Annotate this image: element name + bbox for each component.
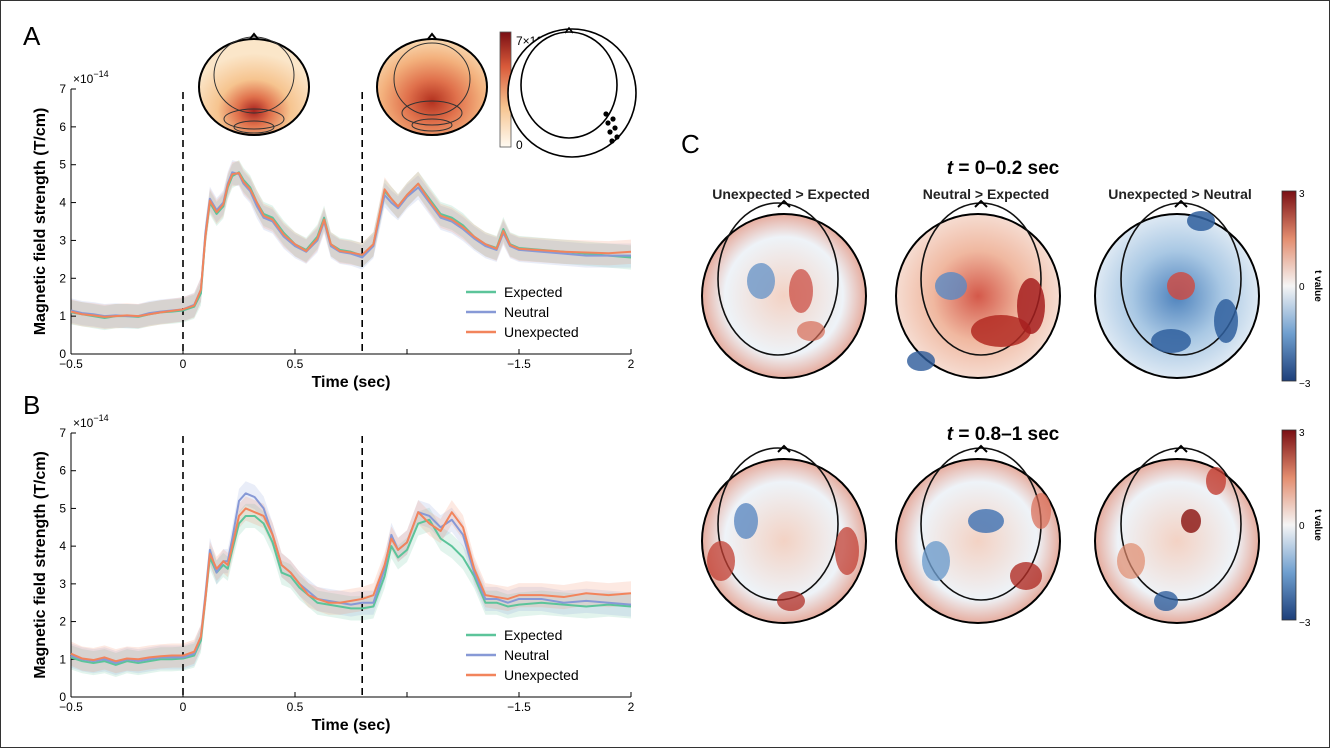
chart-b-xtick-label: 0 xyxy=(180,700,187,714)
sensor-dot xyxy=(612,125,618,131)
chart-b-legend-label-neutral: Neutral xyxy=(504,647,549,663)
chart-b-legend-label-expected: Expected xyxy=(504,627,562,643)
chart-a-ytick-label: 1 xyxy=(59,309,66,323)
topomap-c-row2-col2 xyxy=(895,444,1061,624)
column-header-unexpected-neutral: Unexpected > Neutral xyxy=(1108,186,1252,202)
sensor-layout-head xyxy=(507,26,637,158)
sensor-dot xyxy=(603,111,609,117)
chart-a-x-axis-label: Time (sec) xyxy=(312,374,391,391)
colorbar-c-bottom-mid: 0 xyxy=(1299,521,1305,532)
chart-b-ytick-label: 2 xyxy=(59,615,66,629)
topomap-c-row2-col3 xyxy=(1094,444,1260,624)
chart-b-band-unexpected xyxy=(71,496,631,674)
colorbar-c-top-label: t value xyxy=(1312,270,1323,302)
panel-label-b: B xyxy=(23,390,40,420)
chart-a-legend-label-neutral: Neutral xyxy=(504,304,549,320)
chart-a-legend-label-expected: Expected xyxy=(504,284,562,300)
column-header-neutral-expected: Neutral > Expected xyxy=(923,186,1049,202)
chart-b-y-axis-label: Magnetic field strength (T/cm) xyxy=(32,451,49,679)
chart-b-ytick-label: 3 xyxy=(59,577,66,591)
chart-a-ytick-label: 0 xyxy=(59,347,66,361)
sensor-dot xyxy=(605,120,611,126)
chart-b-legend-label-unexpected: Unexpected xyxy=(504,667,579,683)
chart-a-ytick-label: 7 xyxy=(59,82,66,96)
chart-a-xtick-label: 0.5 xyxy=(287,357,304,371)
sensor-dot xyxy=(614,134,620,140)
chart-a-xtick-label: −1.5 xyxy=(507,357,531,371)
chart-a-ytick-label: 5 xyxy=(59,158,66,172)
chart-b-xtick-label: −0.5 xyxy=(59,700,83,714)
sensor-dot xyxy=(607,129,613,135)
chart-a-y-multiplier: ×10−14 xyxy=(73,69,109,86)
topomap-c-row1-col2 xyxy=(895,199,1061,379)
colorbar-c-top-max: 3 xyxy=(1299,189,1305,200)
chart-a-xtick-label: 2 xyxy=(628,357,635,371)
chart-a-ytick-label: 4 xyxy=(59,196,66,210)
colorbar-c-bottom-label: t value xyxy=(1312,509,1323,541)
chart-a-ytick-label: 3 xyxy=(59,233,66,247)
sensor-dot xyxy=(610,116,616,122)
chart-b-series-unexpected xyxy=(70,507,632,663)
topomap-a-right xyxy=(376,32,488,136)
topomap-c-row1-col1 xyxy=(701,199,867,379)
chart-b-ytick-label: 6 xyxy=(59,464,66,478)
panel-label-c: C xyxy=(681,129,700,159)
chart-b-ytick-label: 0 xyxy=(59,690,66,704)
chart-b-xtick-label: 0.5 xyxy=(287,700,304,714)
colorbar-c-bottom: 3 0 −3 t value xyxy=(1281,428,1323,629)
chart-b-ytick-label: 1 xyxy=(59,652,66,666)
topomap-c-row1-col3 xyxy=(1094,199,1260,379)
chart-a-xtick-label: 0 xyxy=(180,357,187,371)
chart-b-ytick-label: 7 xyxy=(59,426,66,440)
chart-a-legend-label-unexpected: Unexpected xyxy=(504,324,579,340)
chart-b-series-expected xyxy=(70,514,632,666)
sensor-dot xyxy=(609,138,615,144)
chart-a-series-unexpected xyxy=(70,172,632,318)
panel-c-title-1: t = 0–0.2 sec xyxy=(947,158,1060,179)
chart-a-ytick-label: 6 xyxy=(59,120,66,134)
chart-b-y-multiplier: ×10−14 xyxy=(73,413,109,430)
topomap-a-left xyxy=(198,32,310,136)
colorbar-c-top-min: −3 xyxy=(1299,379,1311,390)
topomap-c-row2-col1 xyxy=(701,444,867,624)
chart-a-y-axis-label: Magnetic field strength (T/cm) xyxy=(32,108,49,336)
chart-b-x-axis-label: Time (sec) xyxy=(312,717,391,734)
chart-b-xtick-label: −1.5 xyxy=(507,700,531,714)
colorbar-c-top: 3 0 −3 t value xyxy=(1281,189,1323,390)
chart-b-y-multiplier-exp: −14 xyxy=(93,413,108,423)
chart-b-ytick-label: 4 xyxy=(59,539,66,553)
chart-a-y-multiplier-exp: −14 xyxy=(93,69,108,79)
panel-c-title-2: t = 0.8–1 sec xyxy=(947,424,1060,445)
panel-label-a: A xyxy=(23,21,41,51)
colorbar-a-min-label: 0 xyxy=(516,138,523,152)
colorbar-c-bottom-max: 3 xyxy=(1299,428,1305,439)
chart-a-y-multiplier-base: ×10 xyxy=(73,72,94,86)
chart-b-xtick-label: 2 xyxy=(628,700,635,714)
chart-b-y-multiplier-base: ×10 xyxy=(73,416,94,430)
colorbar-c-top-mid: 0 xyxy=(1299,282,1305,293)
colorbar-c-bottom-min: −3 xyxy=(1299,618,1311,629)
chart-b-band-neutral xyxy=(71,481,631,676)
chart-a-ytick-label: 2 xyxy=(59,271,66,285)
column-header-unexpected-expected: Unexpected > Expected xyxy=(712,186,870,202)
chart-a-xtick-label: −0.5 xyxy=(59,357,83,371)
chart-b-ytick-label: 5 xyxy=(59,501,66,515)
